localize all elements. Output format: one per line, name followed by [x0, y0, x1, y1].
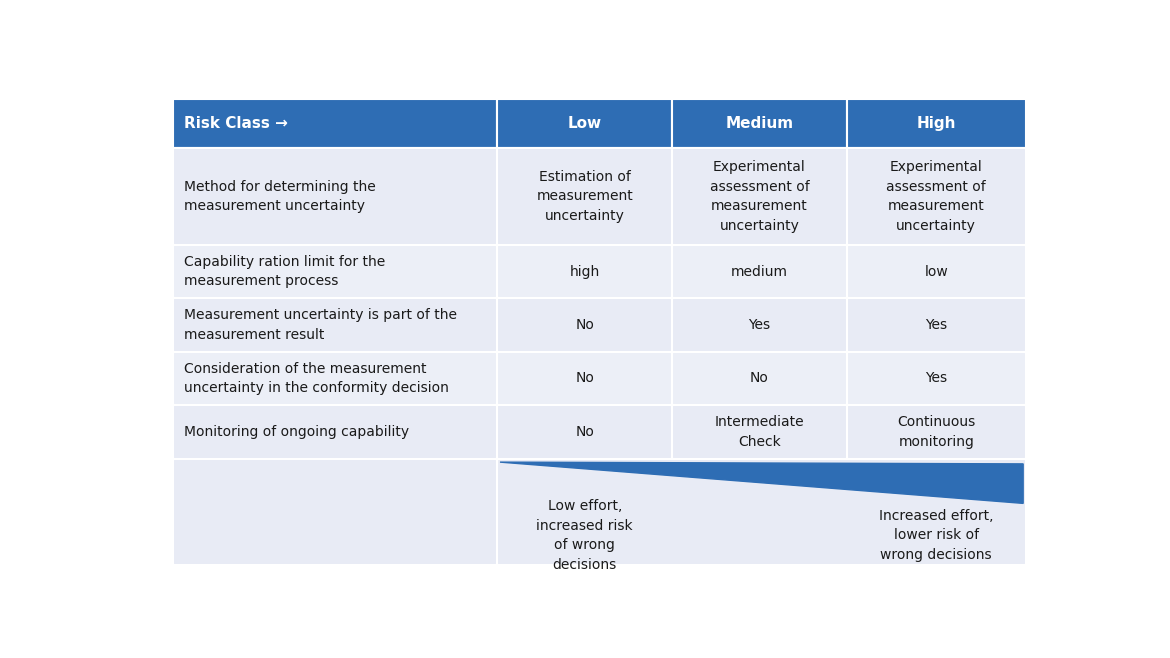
Bar	[173, 352, 497, 405]
Bar	[672, 298, 847, 352]
Text: Increased effort,
lower risk of
wrong decisions: Increased effort, lower risk of wrong de…	[879, 509, 993, 562]
Text: Experimental
assessment of
measurement
uncertainty: Experimental assessment of measurement u…	[887, 160, 986, 232]
Bar	[173, 99, 497, 148]
Polygon shape	[500, 462, 1023, 503]
Text: Monitoring of ongoing capability: Monitoring of ongoing capability	[185, 425, 410, 439]
Bar	[847, 245, 1026, 298]
Bar	[847, 298, 1026, 352]
Text: Continuous
monitoring: Continuous monitoring	[897, 415, 976, 449]
Text: Risk Class →: Risk Class →	[185, 116, 288, 131]
Text: high: high	[570, 265, 600, 278]
Text: Medium: Medium	[725, 116, 793, 131]
Bar	[497, 298, 672, 352]
Text: Yes: Yes	[749, 318, 771, 332]
Bar	[672, 405, 847, 459]
Bar	[672, 352, 847, 405]
Bar	[173, 148, 497, 245]
Text: Capability ration limit for the
measurement process: Capability ration limit for the measurem…	[185, 255, 386, 288]
Bar	[173, 298, 497, 352]
Text: Low effort,
increased risk
of wrong
decisions: Low effort, increased risk of wrong deci…	[536, 499, 633, 572]
Bar	[497, 245, 672, 298]
Bar	[847, 352, 1026, 405]
Bar	[847, 99, 1026, 148]
Text: Method for determining the
measurement uncertainty: Method for determining the measurement u…	[185, 180, 376, 213]
Bar	[847, 405, 1026, 459]
Text: Yes: Yes	[925, 371, 948, 386]
Bar	[497, 459, 1026, 565]
Bar	[173, 245, 497, 298]
Bar	[497, 405, 672, 459]
Text: Low: Low	[567, 116, 601, 131]
Text: No: No	[576, 371, 594, 386]
Bar	[173, 405, 497, 459]
Bar	[497, 148, 672, 245]
Text: Estimation of
measurement
uncertainty: Estimation of measurement uncertainty	[536, 170, 633, 223]
Bar	[672, 245, 847, 298]
Bar	[672, 148, 847, 245]
Text: Experimental
assessment of
measurement
uncertainty: Experimental assessment of measurement u…	[709, 160, 810, 232]
Text: low: low	[924, 265, 948, 278]
Bar	[497, 352, 672, 405]
Text: Consideration of the measurement
uncertainty in the conformity decision: Consideration of the measurement uncerta…	[185, 362, 449, 395]
Text: No: No	[576, 318, 594, 332]
Bar	[497, 99, 672, 148]
Text: High: High	[916, 116, 956, 131]
Text: Measurement uncertainty is part of the
measurement result: Measurement uncertainty is part of the m…	[185, 308, 457, 342]
Text: Yes: Yes	[925, 318, 948, 332]
Text: No: No	[576, 425, 594, 439]
Bar	[173, 459, 497, 565]
Text: medium: medium	[731, 265, 787, 278]
Text: No: No	[750, 371, 769, 386]
Text: Intermediate
Check: Intermediate Check	[715, 415, 804, 449]
Bar	[672, 99, 847, 148]
Bar	[847, 148, 1026, 245]
